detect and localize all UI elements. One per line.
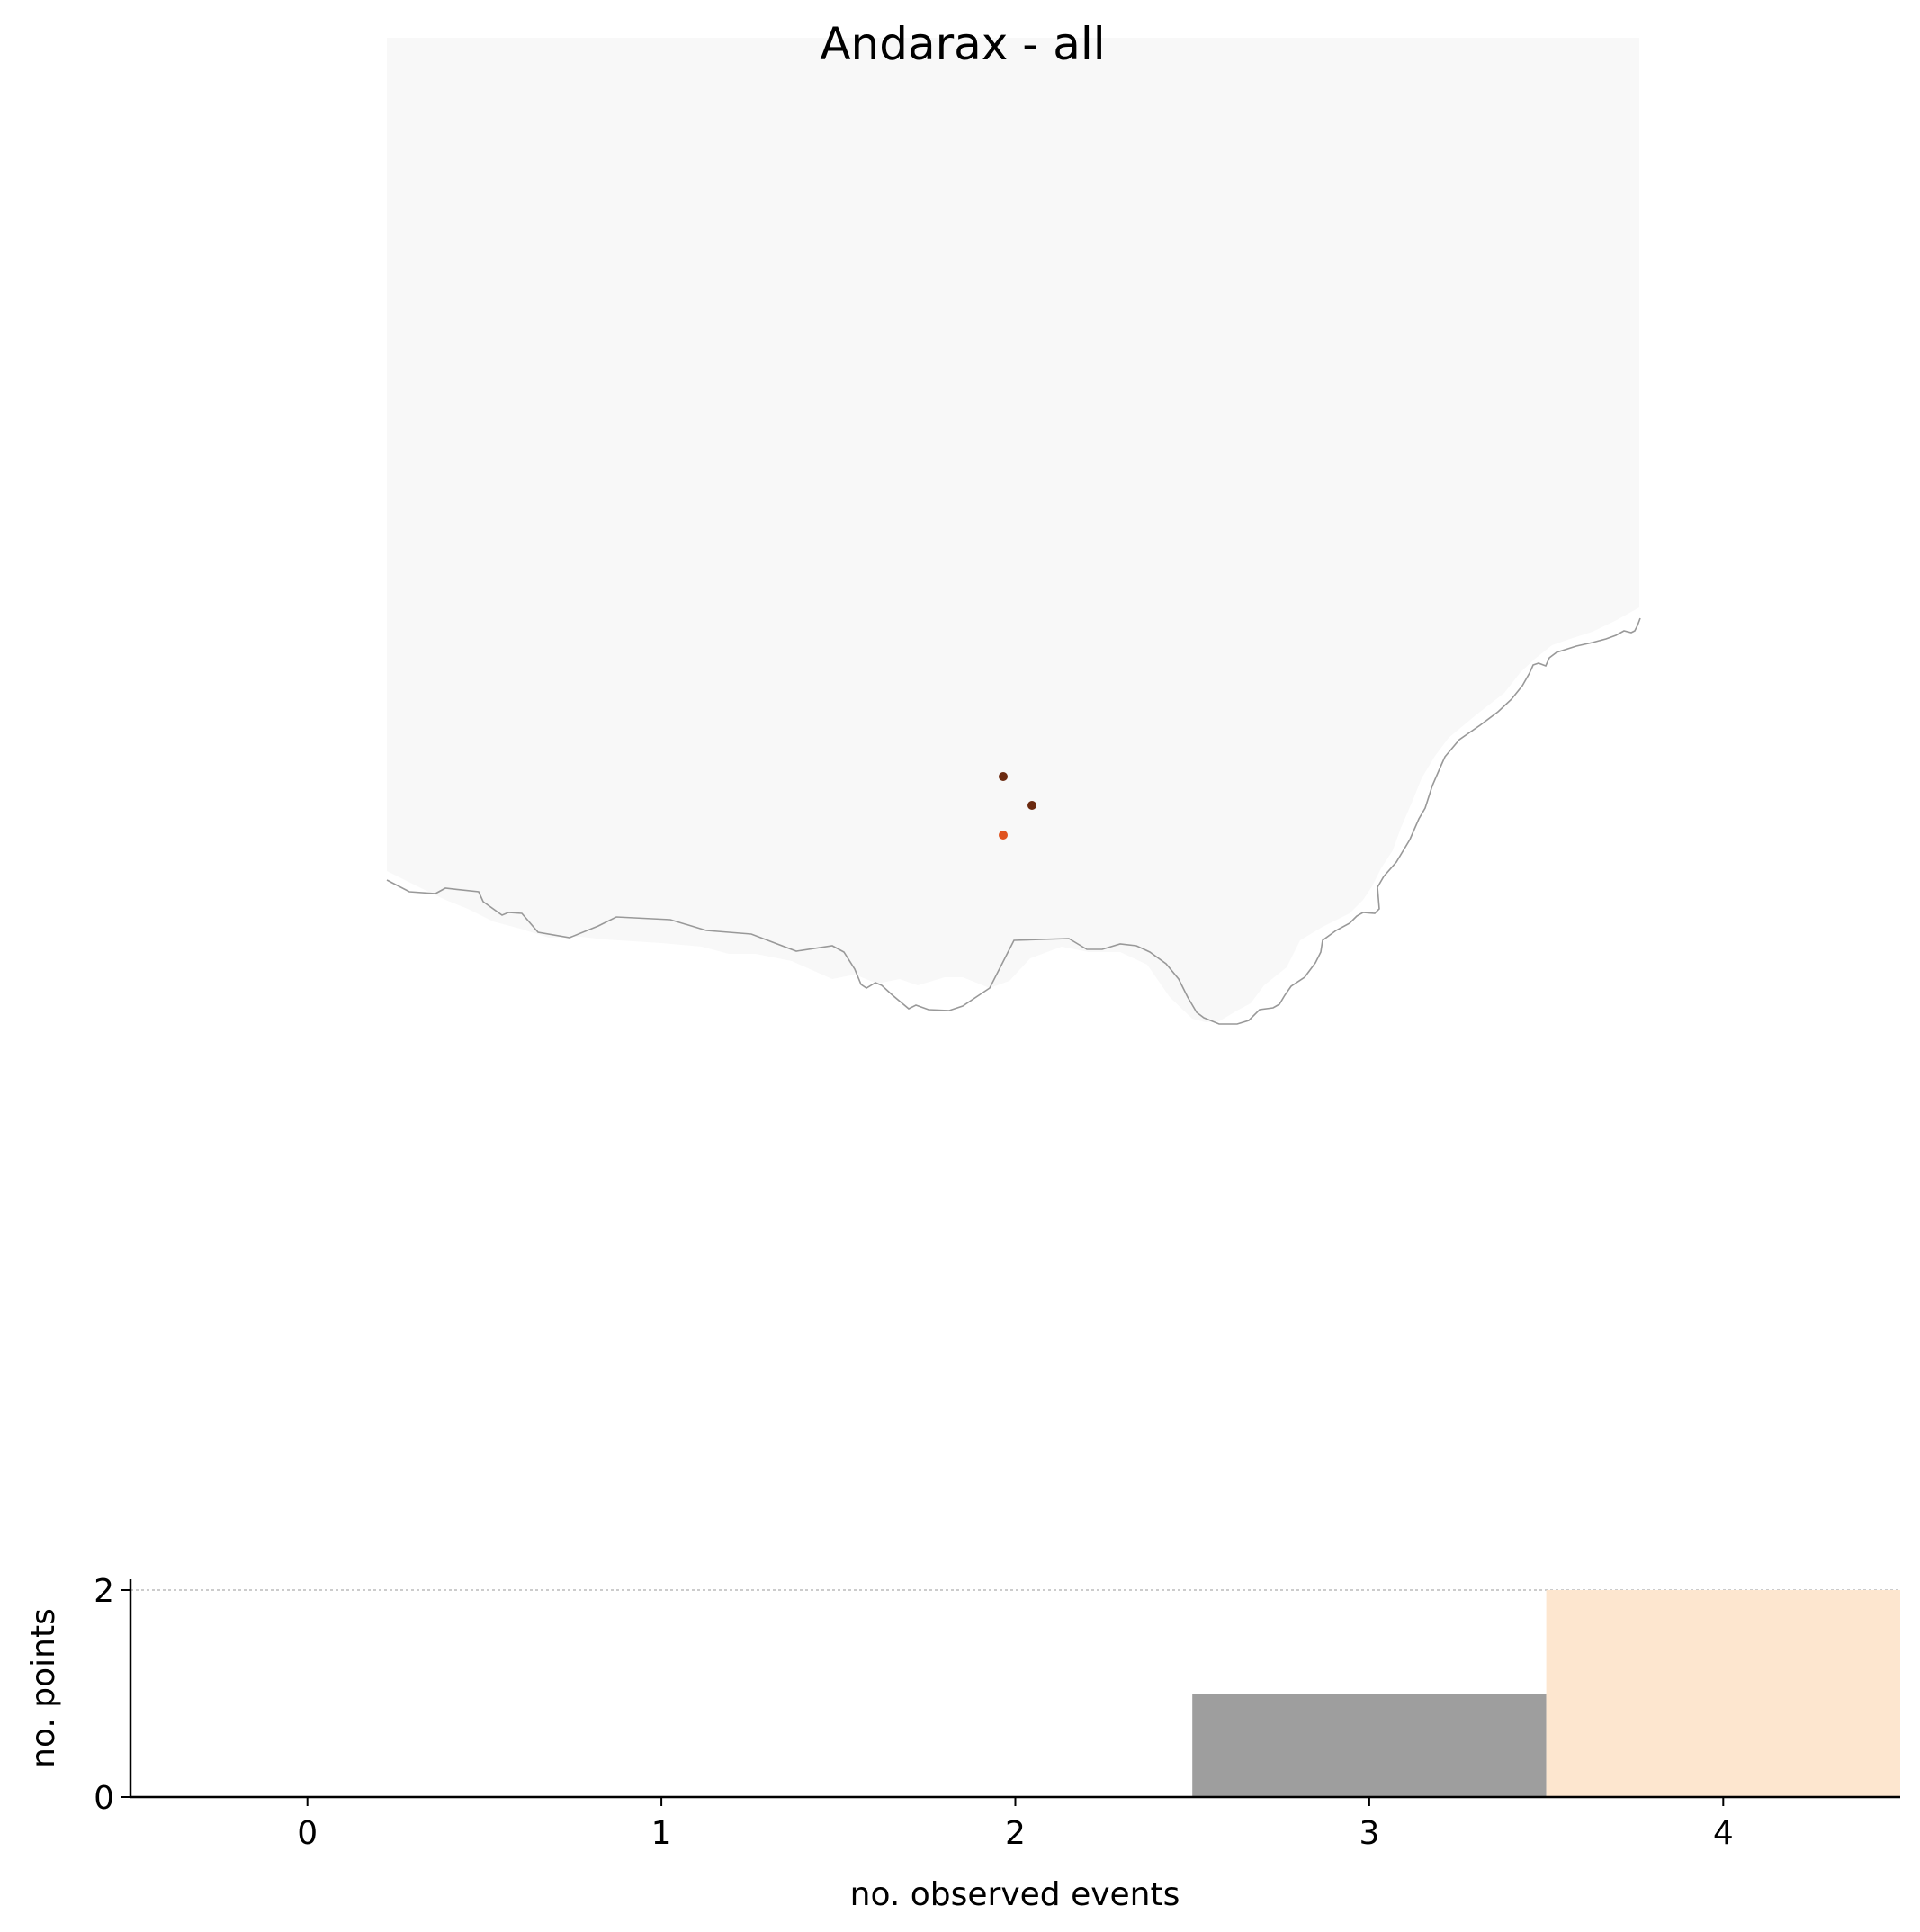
- land-area: [387, 38, 1639, 1022]
- x-tick-label: 4: [1713, 1815, 1734, 1852]
- histogram-bar: [1546, 1590, 1900, 1797]
- x-axis-label: no. observed events: [850, 1876, 1180, 1913]
- event-point: [999, 831, 1008, 840]
- event-point: [999, 772, 1008, 781]
- x-tick-label: 0: [297, 1815, 318, 1852]
- x-tick-label: 1: [651, 1815, 672, 1852]
- y-tick-label: 2: [94, 1573, 114, 1610]
- bars: [1192, 1590, 1900, 1797]
- map-title: Andarax - all: [820, 18, 1105, 70]
- histogram-bar: [1192, 1694, 1547, 1797]
- event-points: [999, 772, 1036, 840]
- x-tick-label: 2: [1005, 1815, 1026, 1852]
- y-ticks: 02: [94, 1573, 130, 1817]
- y-axis-label: no. points: [25, 1608, 62, 1768]
- map-panel: Andarax - all: [386, 18, 1641, 1025]
- x-ticks: 0 1 2 3 4: [297, 1797, 1734, 1852]
- event-point: [1027, 801, 1036, 810]
- coastline: [386, 617, 1641, 1025]
- x-tick-label: 3: [1359, 1815, 1379, 1852]
- y-tick-label: 0: [94, 1780, 114, 1817]
